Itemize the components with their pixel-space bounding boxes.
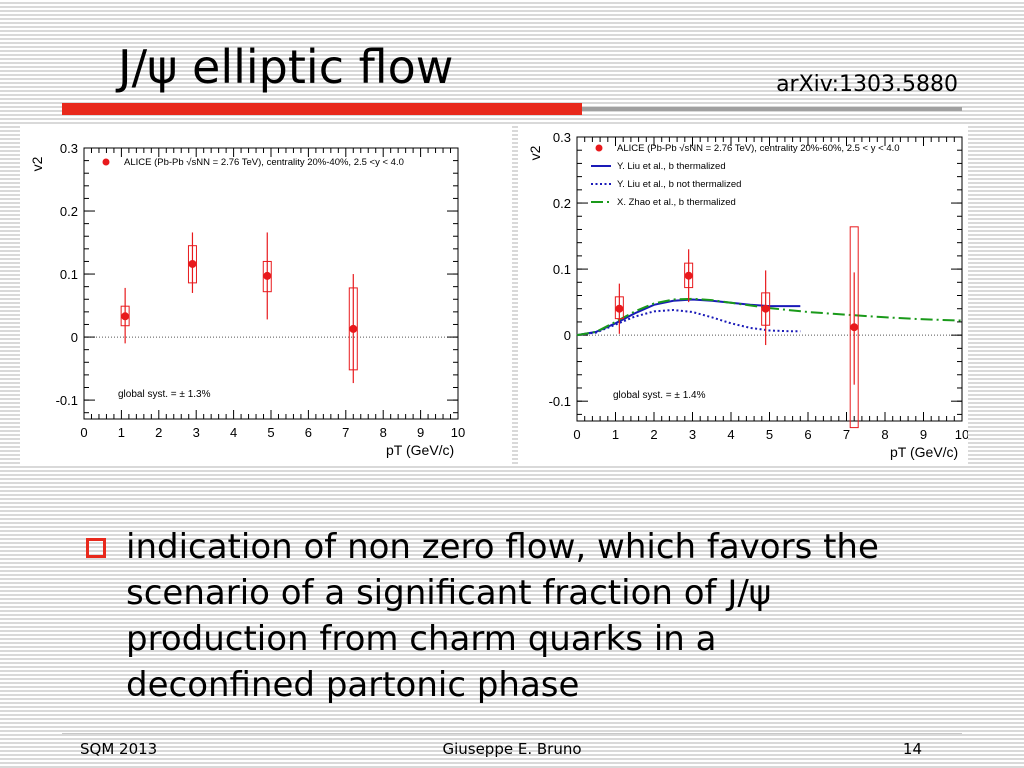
bullet-square-icon	[86, 538, 106, 558]
y-tick-label: 0.3	[553, 130, 571, 145]
footer-author: Giuseppe E. Bruno	[442, 740, 582, 758]
legend-marker	[595, 144, 603, 152]
x-axis-label: pT (GeV/c)	[386, 442, 454, 458]
x-tick-label: 2	[650, 427, 657, 442]
x-tick-label: 1	[118, 425, 125, 440]
x-tick-label: 4	[727, 427, 734, 442]
model-curve-0	[576, 298, 801, 337]
x-tick-label: 9	[920, 427, 927, 442]
y-tick-label: 0	[564, 328, 571, 343]
y-tick-label: 0.3	[60, 141, 78, 156]
footer-conference: SQM 2013	[80, 740, 158, 758]
legend-entry: ALICE (Pb-Pb √sNN = 2.76 TeV), centralit…	[617, 143, 900, 154]
x-tick-label: 6	[305, 425, 312, 440]
x-tick-label: 7	[342, 425, 349, 440]
x-tick-label: 8	[881, 427, 888, 442]
legend-marker	[102, 158, 110, 166]
y-tick-label: 0	[71, 330, 78, 345]
x-tick-label: 2	[155, 425, 162, 440]
model-curve-1	[576, 308, 801, 337]
data-point	[684, 271, 693, 280]
x-tick-label: 3	[193, 425, 200, 440]
legend-entry: Y. Liu et al., b thermalized	[617, 161, 726, 172]
slide-title: J/ψ elliptic flow	[118, 40, 454, 94]
y-tick-label: -0.1	[56, 393, 78, 408]
chart-svg-left: 0 1 2 3 4 5 6 7 8 9 10 -0.1 0 0.1 0.2 0.3 pT (GeV/c) v2 AL…	[29, 141, 465, 458]
x-tick-label: 0	[80, 425, 87, 440]
footer-page-number: 14	[902, 740, 922, 758]
x-tick-label: 4	[230, 425, 237, 440]
legend-entry: Y. Liu et al., b not thermalized	[617, 179, 741, 190]
x-tick-label: 0	[573, 427, 580, 442]
title-underline-gray	[582, 107, 962, 111]
x-tick-label: 6	[804, 427, 811, 442]
global-syst-note: global syst. = ± 1.3%	[118, 389, 211, 400]
data-point	[615, 304, 624, 313]
bullet-text: indication of non zero flow, which favor…	[126, 527, 879, 705]
y-tick-label: 0.1	[553, 262, 571, 277]
arxiv-reference: arXiv:1303.5880	[776, 72, 958, 97]
y-axis-label: v2	[29, 156, 45, 171]
x-tick-label: 10	[955, 427, 968, 442]
y-tick-label: 0.2	[60, 204, 78, 219]
global-syst-note: global syst. = ± 1.4%	[613, 390, 706, 401]
chart-centrality-20-40: 0 1 2 3 4 5 6 7 8 9 10 -0.1 0 0.1 0.2 0.3 pT (GeV/c) v2 AL…	[20, 126, 512, 464]
legend-entry: X. Zhao et al., b thermalized	[617, 197, 736, 208]
x-tick-label: 1	[612, 427, 619, 442]
data-point	[188, 259, 197, 268]
x-tick-label: 5	[267, 425, 274, 440]
data-point	[850, 323, 859, 332]
x-tick-label: 8	[380, 425, 387, 440]
y-axis-label: v2	[527, 145, 543, 160]
x-tick-label: 10	[451, 425, 465, 440]
chart-centrality-20-60: 0 1 2 3 4 5 6 7 8 9 10 -0.1 0 0.1 0.2 0.3 pT (GeV/c) v2 AL…	[518, 126, 968, 464]
x-tick-label: 3	[689, 427, 696, 442]
title-underline-accent	[62, 103, 582, 115]
x-axis-label: pT (GeV/c)	[890, 444, 958, 460]
x-tick-label: 9	[417, 425, 424, 440]
chart-svg-right: 0 1 2 3 4 5 6 7 8 9 10 -0.1 0 0.1 0.2 0.3 pT (GeV/c) v2 AL…	[527, 130, 968, 460]
data-point	[263, 271, 272, 280]
y-tick-label: 0.1	[60, 267, 78, 282]
data-point	[121, 312, 130, 321]
legend-entry: ALICE (Pb-Pb √sNN = 2.76 TeV), centralit…	[124, 157, 404, 168]
x-tick-label: 7	[843, 427, 850, 442]
bullet-item: indication of non zero flow, which favor…	[86, 524, 906, 708]
x-tick-label: 5	[766, 427, 773, 442]
footer-divider	[62, 733, 962, 734]
y-tick-label: -0.1	[549, 394, 571, 409]
data-point	[349, 324, 358, 333]
y-tick-label: 0.2	[553, 196, 571, 211]
data-point	[761, 304, 770, 313]
